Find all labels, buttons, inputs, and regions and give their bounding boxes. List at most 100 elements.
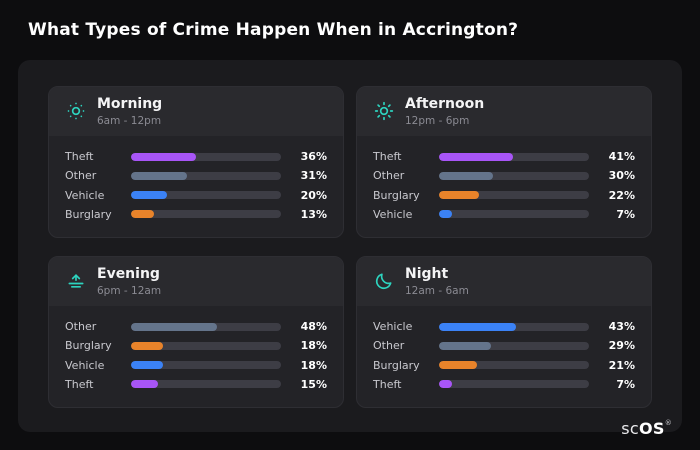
value-label: 48% (300, 320, 327, 334)
bar-row-burglary: Burglary 18% (65, 339, 327, 352)
category-label: Theft (65, 150, 94, 164)
bar-row-theft: Theft 41% (373, 150, 635, 163)
bar-row-other: Other 31% (65, 169, 327, 182)
bar-fill (131, 191, 167, 199)
card-subtitle: 12pm - 6pm (405, 114, 470, 127)
bar-row-other: Other 29% (373, 339, 635, 352)
card-body: Vehicle 43% Other 29% Burglary 21% Theft 7% (357, 306, 651, 407)
category-label: Burglary (65, 339, 112, 353)
value-label: 20% (300, 188, 327, 202)
value-label: 22% (608, 188, 635, 202)
bar-fill (131, 210, 155, 219)
category-label: Other (373, 339, 405, 353)
bar-row-vehicle: Vehicle 18% (65, 359, 327, 372)
bar-fill (131, 361, 164, 369)
brand-prefix: sc (621, 419, 639, 438)
brand-logo: scOS® (621, 419, 672, 438)
bar-track (131, 341, 281, 350)
value-label: 31% (300, 169, 327, 183)
card-morning: Morning 6am - 12pm Theft 36% Other 31% Vehic… (48, 86, 344, 238)
card-title: Morning (97, 96, 163, 112)
category-label: Vehicle (65, 358, 105, 372)
bar-track (439, 380, 589, 389)
card-title: Afternoon (405, 96, 485, 112)
card-evening: Evening 6pm - 12am Other 48% Burglary 18% Ve… (48, 256, 344, 408)
bar-fill (439, 152, 513, 161)
value-label: 36% (300, 150, 327, 164)
value-label: 18% (300, 358, 327, 372)
bar-fill (439, 322, 517, 331)
page-title: What Types of Crime Happen When in Accri… (28, 20, 519, 40)
bar-row-theft: Theft 7% (373, 378, 635, 391)
category-label: Theft (373, 377, 402, 391)
card-night: Night 12am - 6am Vehicle 43% Other 29% Burgl… (356, 256, 652, 408)
bar-fill (131, 152, 196, 161)
card-header: Afternoon 12pm - 6pm (357, 87, 651, 136)
bar-fill (439, 380, 452, 389)
category-label: Theft (373, 150, 402, 164)
bar-track (131, 322, 281, 331)
registered-mark: ® (664, 419, 672, 427)
card-header: Evening 6pm - 12am (49, 257, 343, 306)
value-label: 13% (300, 207, 327, 221)
category-label: Burglary (373, 358, 420, 372)
value-label: 29% (608, 339, 635, 353)
bar-row-other: Other 30% (373, 169, 635, 182)
bar-row-theft: Theft 15% (65, 378, 327, 391)
bar-track (439, 171, 589, 180)
bar-track (439, 341, 589, 350)
bar-track (439, 210, 589, 219)
category-label: Other (65, 169, 97, 183)
bar-fill (439, 210, 452, 219)
bar-fill (439, 361, 477, 369)
card-body: Theft 41% Other 30% Burglary 22% Vehicle 7% (357, 136, 651, 237)
value-label: 18% (300, 339, 327, 353)
category-label: Vehicle (65, 188, 105, 202)
card-title: Evening (97, 266, 160, 282)
category-label: Other (65, 320, 97, 334)
bar-track (439, 191, 589, 199)
sunset-icon (65, 270, 87, 292)
category-label: Vehicle (373, 320, 413, 334)
value-label: 41% (608, 150, 635, 164)
bar-fill (439, 171, 493, 180)
card-afternoon: Afternoon 12pm - 6pm Theft 41% Other 30% Bur… (356, 86, 652, 238)
bar-row-theft: Theft 36% (65, 150, 327, 163)
card-subtitle: 12am - 6am (405, 284, 469, 297)
category-label: Other (373, 169, 405, 183)
value-label: 30% (608, 169, 635, 183)
category-label: Burglary (65, 207, 112, 221)
card-header: Morning 6am - 12pm (49, 87, 343, 136)
bar-track (439, 361, 589, 369)
bar-track (131, 361, 281, 369)
bar-row-vehicle: Vehicle 20% (65, 189, 327, 202)
value-label: 43% (608, 320, 635, 334)
bar-row-other: Other 48% (65, 320, 327, 333)
bar-track (131, 380, 281, 389)
bar-track (131, 171, 281, 180)
value-label: 7% (616, 377, 635, 391)
bar-fill (439, 341, 492, 350)
bar-row-burglary: Burglary 22% (373, 189, 635, 202)
bar-track (131, 210, 281, 219)
sun-icon (373, 100, 395, 122)
category-label: Burglary (373, 188, 420, 202)
bar-row-burglary: Burglary 13% (65, 208, 327, 221)
bar-fill (131, 322, 218, 331)
card-subtitle: 6am - 12pm (97, 114, 162, 127)
bar-row-vehicle: Vehicle 7% (373, 208, 635, 221)
card-body: Other 48% Burglary 18% Vehicle 18% Theft 15% (49, 306, 343, 407)
bar-fill (131, 171, 187, 180)
moon-icon (373, 270, 395, 292)
value-label: 7% (616, 207, 635, 221)
bar-fill (131, 341, 164, 350)
card-subtitle: 6pm - 12am (97, 284, 162, 297)
sun-dim-icon (65, 100, 87, 122)
card-header: Night 12am - 6am (357, 257, 651, 306)
bar-row-burglary: Burglary 21% (373, 359, 635, 372)
bar-track (131, 152, 281, 161)
value-label: 21% (608, 358, 635, 372)
bar-fill (439, 191, 479, 199)
card-title: Night (405, 266, 449, 282)
bar-track (439, 152, 589, 161)
